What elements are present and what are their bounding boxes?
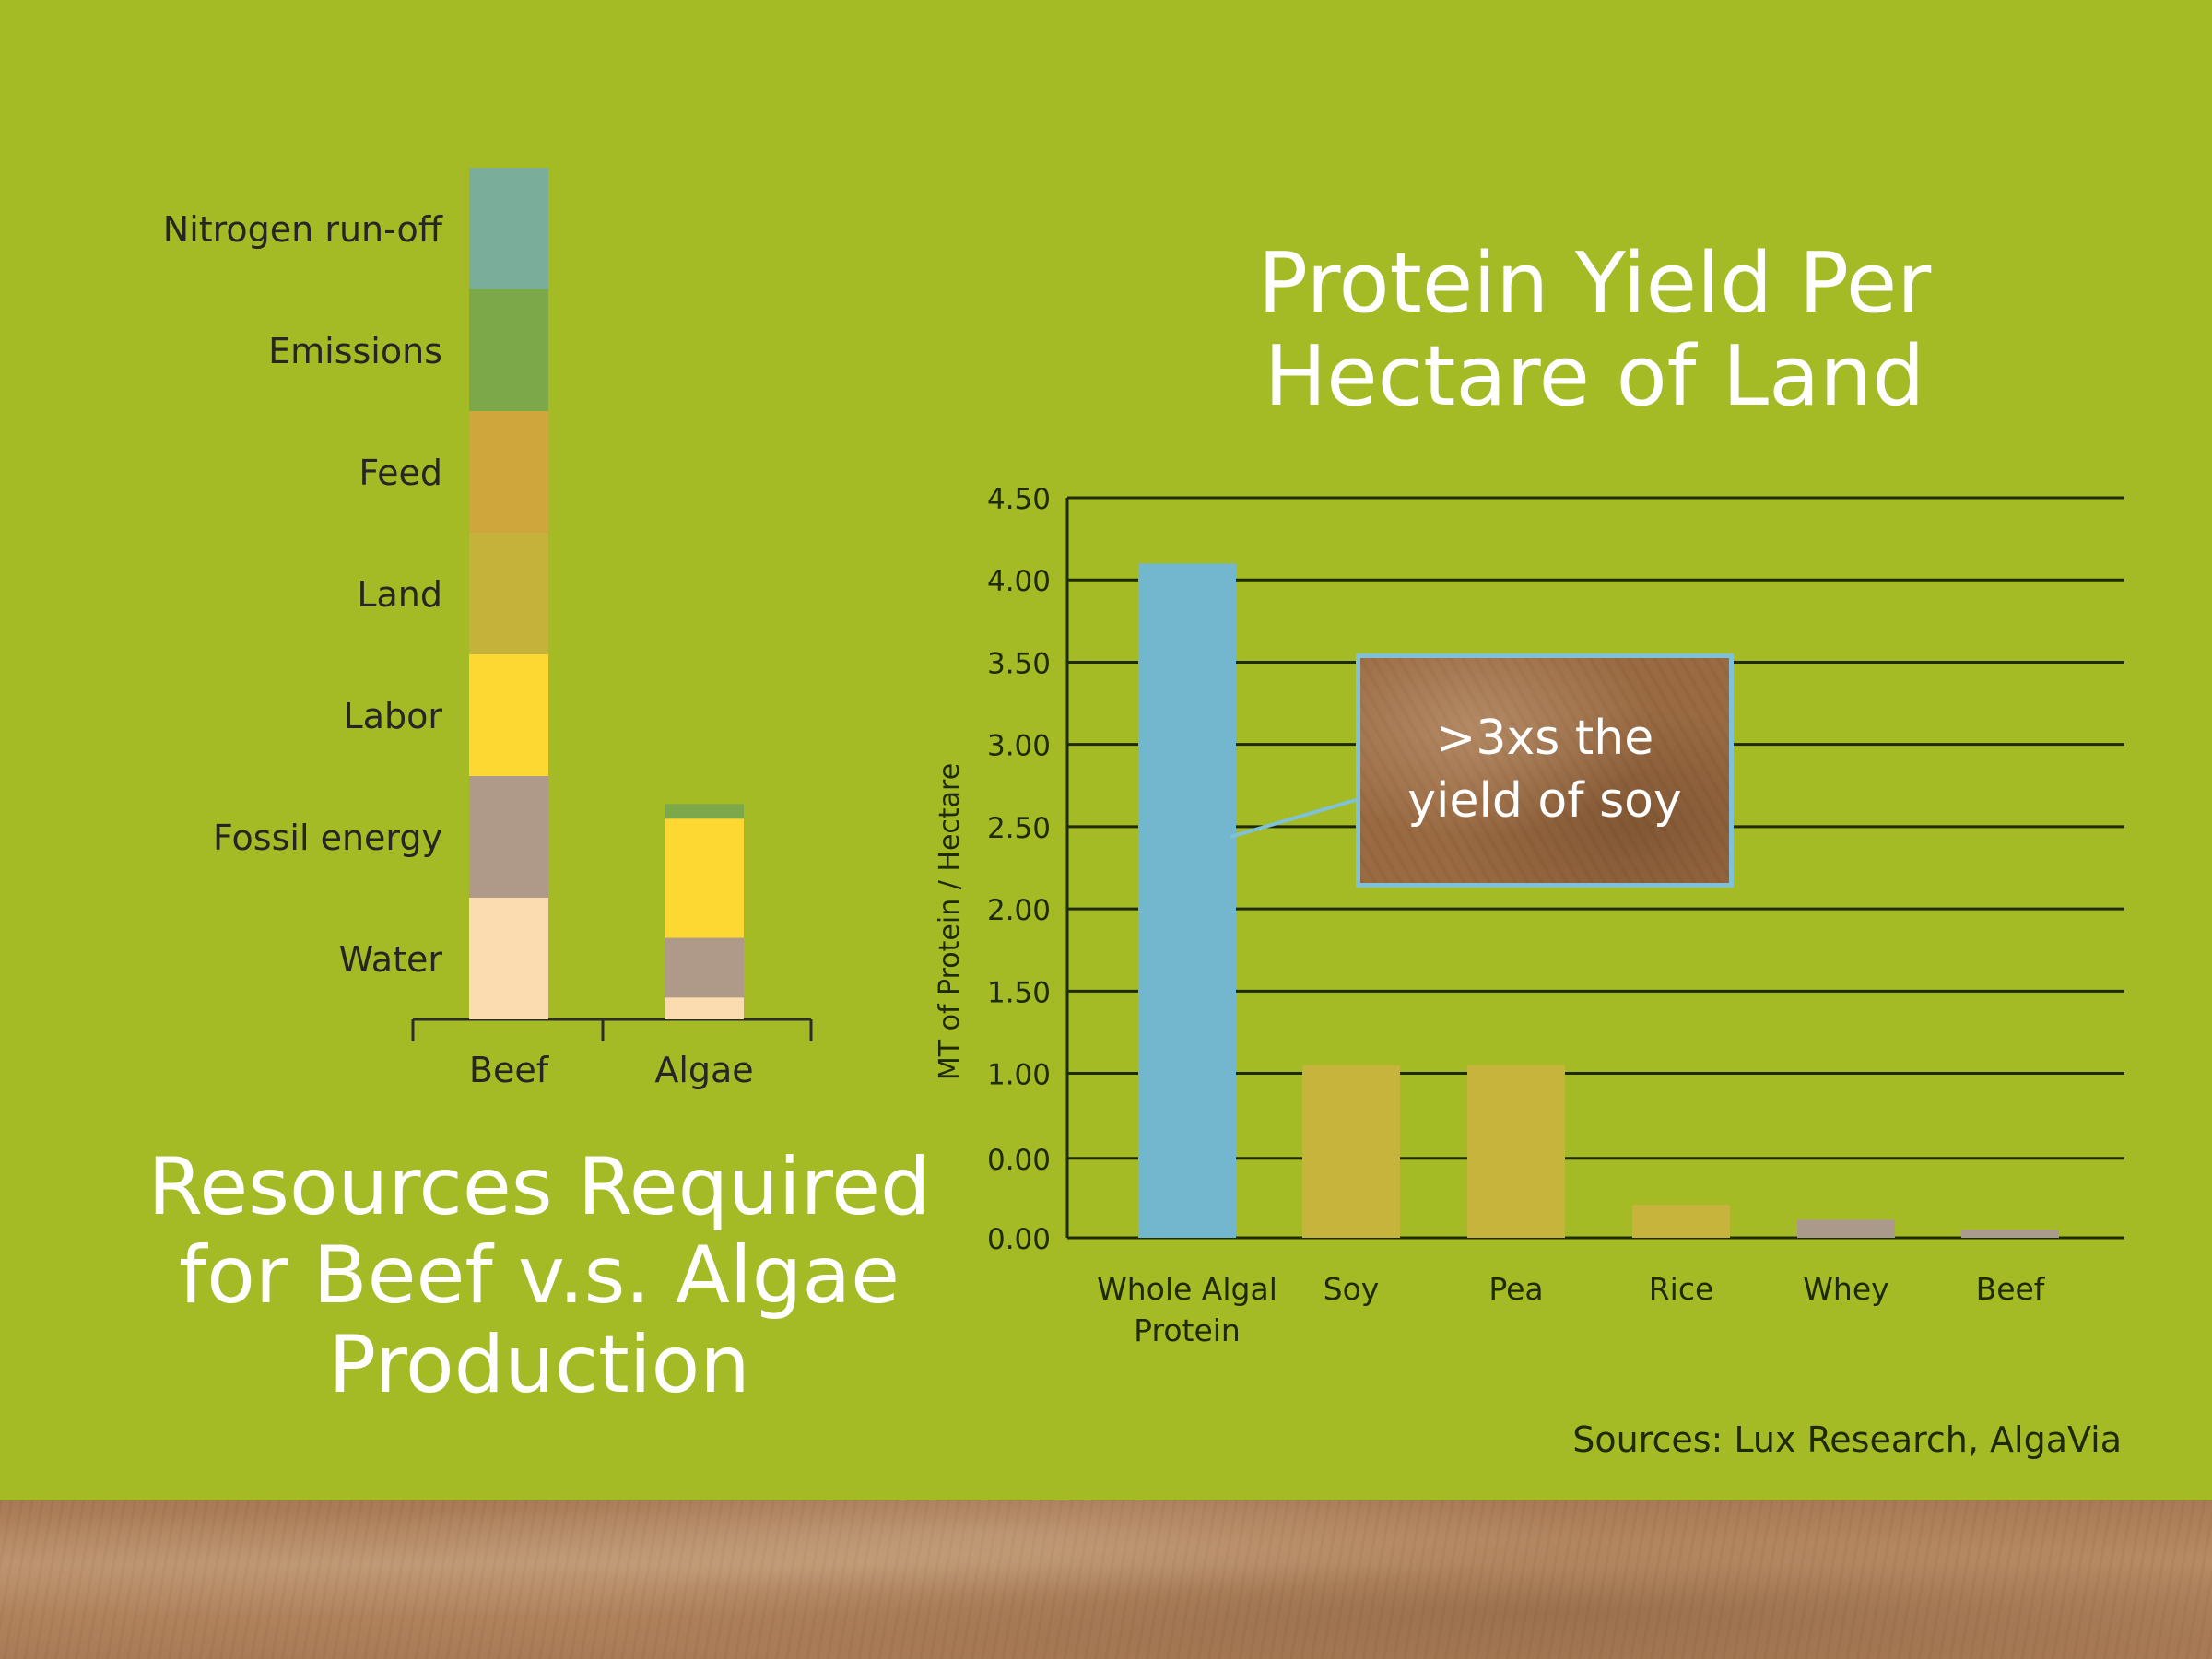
series-label-feed: Feed [359,453,442,493]
bar-whey [1797,1219,1895,1238]
callout-line-1: >3xs the [1435,711,1654,767]
y-tick-label: 1.00 [987,1059,1051,1092]
resources-title: Resources Required for Beef v.s. Algae P… [138,1143,940,1409]
y-tick-label: 3.00 [987,730,1051,763]
y-tick-label: 2.00 [987,894,1051,927]
series-label-water: Water [339,939,443,980]
bar-segment-beef-emissions [469,289,548,411]
bar-segment-beef-feed [469,411,548,533]
protein-yield-title-line-1: Protein Yield Per [1257,235,1932,332]
y-tick-label: 1.50 [987,976,1051,1009]
textured-footer [0,1500,2212,1659]
bar-pea [1467,1065,1565,1238]
y-tick-label: 0.00 [987,1144,1051,1177]
protein-yield-chart: 0.00 0.00 1.00 1.50 2.00 2.50 3.00 3.50 4.00 4.50… [934,483,2124,1348]
x-tick-label-soy: Soy [1324,1271,1380,1307]
y-axis-title: MT of Protein / Hectare [934,763,966,1080]
resources-title-line-3: Production [328,1318,750,1411]
bar-segment-beef-fossil-energy [469,776,548,898]
callout-line-2: yield of soy [1407,773,1682,829]
bar-segment-beef-water [469,898,548,1019]
y-tick-label: 0.00 [987,1223,1051,1256]
x-tick-label-whey: Whey [1803,1271,1888,1307]
y-tick-label: 4.00 [987,565,1051,598]
x-tick-label-algae: Algae [654,1050,753,1090]
x-tick-label-whole-algal-protein-line-1: Whole Algal [1097,1271,1277,1307]
sources-note: Sources: Lux Research, AlgaVia [1572,1419,2122,1460]
resources-stacked-chart: Beef Algae Water Fossil energy Labor Land Feed… [163,168,813,1090]
soy-comparison-callout: >3xs the yield of soy [1356,653,1734,888]
bar-beef [1961,1230,2059,1238]
bar-segment-beef-labor [469,654,548,776]
bar-segment-algae-emissions [665,804,744,819]
protein-yield-title: Protein Yield Per Hectare of Land [1124,235,2065,425]
protein-yield-title-line-2: Hectare of Land [1264,327,1925,425]
resources-title-line-1: Resources Required [147,1141,931,1233]
bar-segment-algae-labor [665,818,744,938]
x-tick-label-pea: Pea [1488,1271,1543,1307]
bar-segment-beef-land [469,533,548,654]
y-tick-label: 2.50 [987,812,1051,845]
x-tick-label-beef: Beef [1976,1271,2046,1307]
bar-segment-algae-fossil-energy [665,937,744,998]
x-tick-label-beef: Beef [469,1050,550,1090]
bar-soy [1302,1065,1400,1238]
series-label-land: Land [357,574,442,615]
y-tick-label: 3.50 [987,647,1051,680]
bar-whole-algal-protein [1138,563,1236,1238]
resources-title-line-2: for Beef v.s. Algae [179,1230,900,1323]
bar-rice [1632,1205,1730,1238]
y-tick-label: 4.50 [987,483,1051,516]
bar-segment-algae-water [665,997,744,1019]
bar-segment-beef-nitrogen-run-off [469,168,548,289]
series-label-labor: Labor [344,696,443,736]
x-tick-label-whole-algal-protein-line-2: Protein [1134,1312,1241,1348]
x-tick-label-rice: Rice [1649,1271,1714,1307]
series-label-fossil-energy: Fossil energy [213,818,442,858]
callout-leader-line [1230,798,1357,839]
series-label-nitrogen-run-off: Nitrogen run-off [163,209,443,250]
series-label-emissions: Emissions [268,331,442,371]
